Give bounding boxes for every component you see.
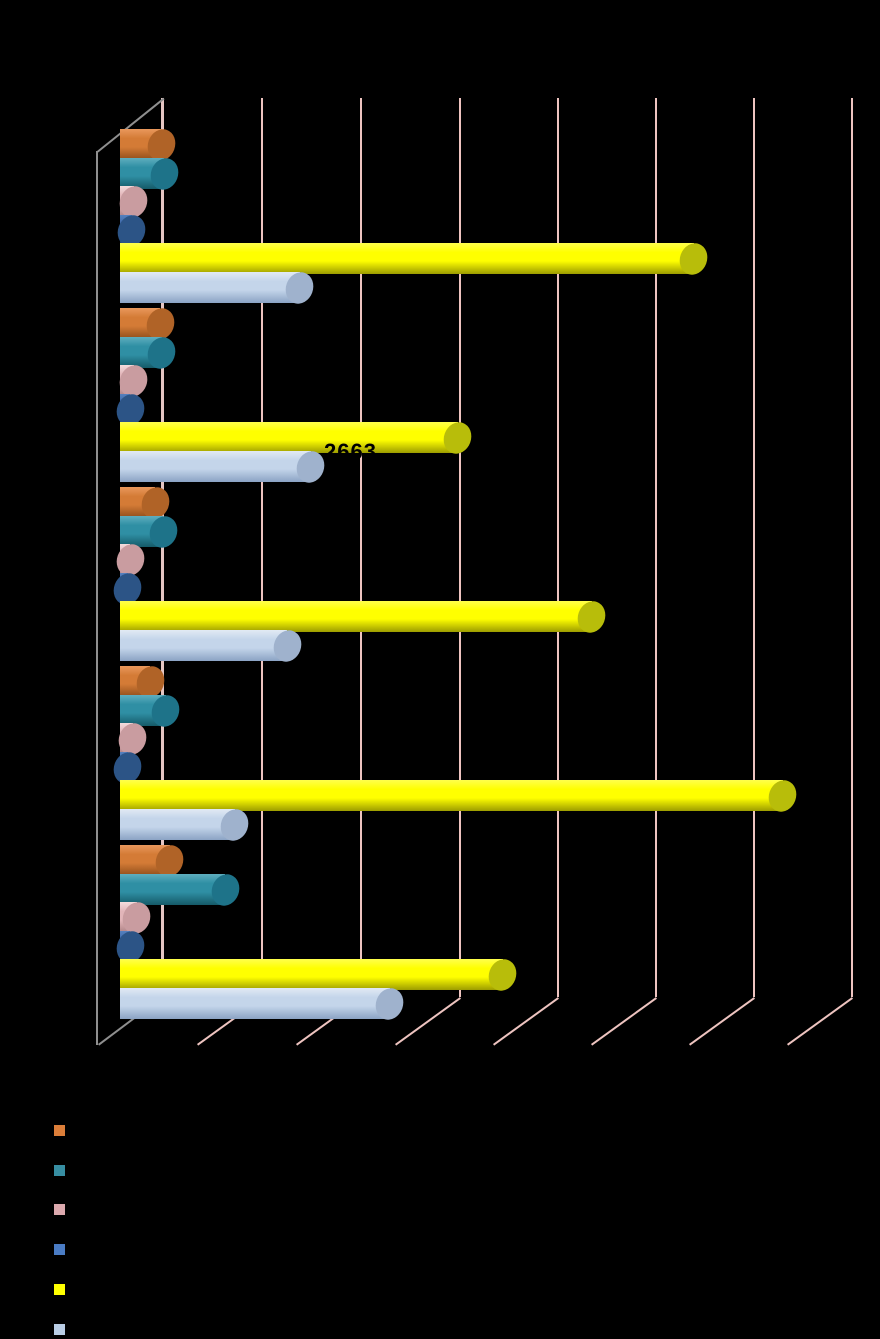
floor-gridline-4	[493, 997, 560, 1046]
bar-light-blue-cat3	[120, 630, 288, 661]
gridline-7	[851, 98, 853, 997]
legend-swatch-teal	[54, 1165, 65, 1176]
legend-swatch-yellow	[54, 1284, 65, 1295]
data-label-2663: 2663	[324, 439, 377, 464]
gridline-6	[753, 98, 755, 997]
bar-teal-cat5	[120, 874, 226, 905]
legend-swatch-orange	[54, 1125, 65, 1136]
bar-yellow-cat3	[120, 601, 592, 632]
floor-gridline-7	[787, 997, 854, 1046]
bar-yellow-cat5	[120, 959, 503, 990]
legend	[0, 1100, 300, 1339]
gridline-2	[360, 98, 362, 997]
bar-light-blue-cat5	[120, 988, 390, 1019]
floor-gridline-6	[689, 997, 756, 1046]
legend-swatch-pink	[54, 1204, 65, 1215]
bar-light-blue-cat2	[120, 451, 311, 482]
gridline-1	[261, 98, 263, 997]
bar-light-blue-cat4	[120, 809, 235, 840]
gridline-4	[557, 98, 559, 997]
floor-gridline-5	[591, 997, 658, 1046]
legend-swatch-dark-blue	[54, 1244, 65, 1255]
gridline-5	[655, 98, 657, 997]
wall-front-edge	[96, 151, 98, 1045]
gridline-3	[459, 98, 461, 997]
bar-yellow-cat2	[120, 422, 458, 453]
bar-yellow-cat4	[120, 780, 783, 811]
bar-light-blue-cat1	[120, 272, 300, 303]
bar-yellow-cat1	[120, 243, 694, 274]
floor-gridline-3	[395, 997, 462, 1046]
legend-swatch-light-blue	[54, 1324, 65, 1335]
